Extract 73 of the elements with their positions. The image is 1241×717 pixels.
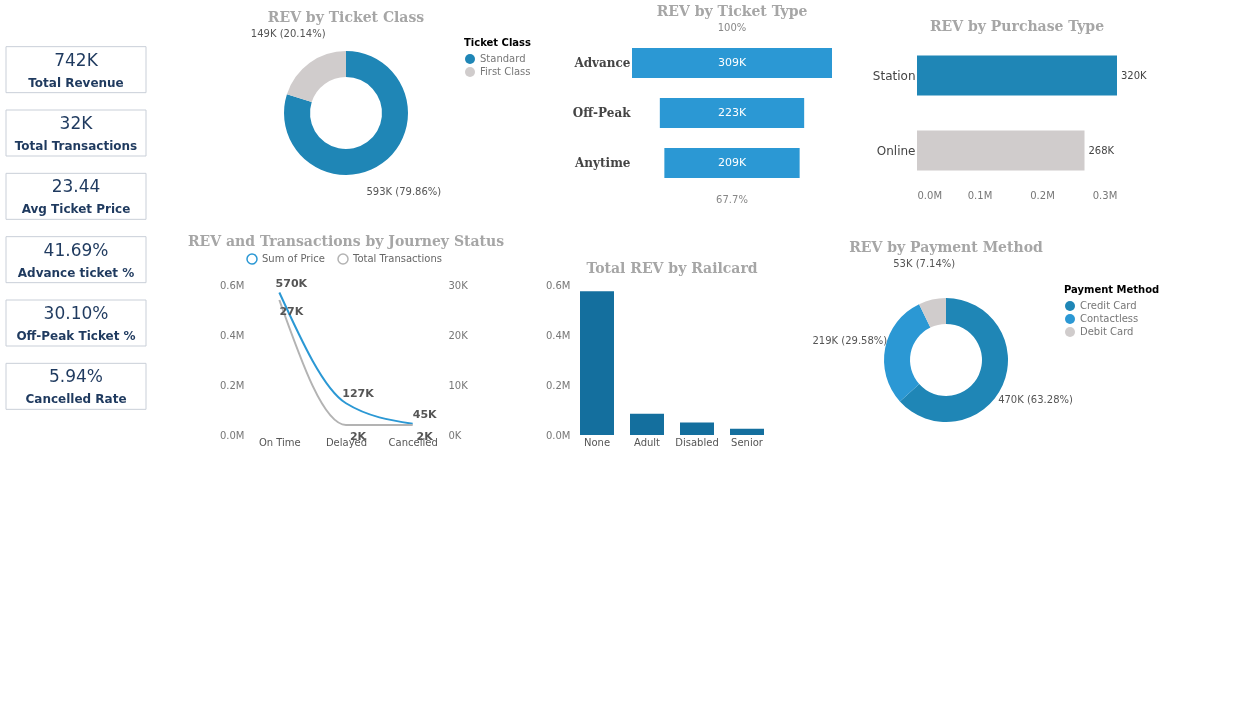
data-label: 45K	[412, 407, 438, 421]
y-tick-label: 0.2M	[219, 379, 245, 391]
text: 23.44	[51, 176, 101, 197]
x-tick-label: On Time	[258, 436, 301, 448]
legend-title: Payment Method	[1064, 284, 1160, 295]
x-tick-label: 0.0M	[917, 189, 943, 201]
y2-tick-label: 20K	[448, 329, 469, 341]
x-tick-label: None	[583, 436, 611, 448]
data-label: 223K	[717, 106, 747, 119]
category-label: Total Revenue	[28, 75, 124, 90]
y-tick-label: 0.4M	[545, 329, 571, 341]
text: 41.69%	[43, 239, 109, 260]
y-tick-label: 0.2M	[545, 379, 571, 391]
legend-title: Ticket Class	[464, 37, 532, 48]
chart-title: REV by Purchase Type	[929, 18, 1105, 34]
y-tick-label: Station	[872, 68, 916, 83]
category-label: Off-Peak Ticket %	[16, 329, 136, 343]
x-tick-label: 0.2M	[1030, 189, 1055, 201]
category-label: Advance ticket %	[17, 265, 135, 280]
text: REV by Ticket Type	[656, 3, 808, 19]
x-tick-label: 0.1M	[967, 189, 993, 201]
y2-tick-label: 30K	[448, 279, 469, 291]
chart-title: REV and Transactions by Journey Status	[187, 233, 505, 249]
category-label: Cancelled Rate	[25, 392, 127, 407]
data-label: 320K	[1121, 69, 1148, 81]
category-label: Total Transactions	[14, 139, 138, 153]
x-tick-label: 0.3M	[1092, 189, 1118, 201]
text: 100%	[717, 22, 747, 33]
data-label: 268K	[1088, 144, 1115, 156]
y-tick-label: 0.6M	[545, 279, 571, 291]
legend-label: Credit Card	[1080, 300, 1137, 311]
y-tick-label: 0.6M	[219, 279, 245, 291]
data-label: 593K (79.86%)	[366, 186, 442, 198]
bar	[680, 422, 714, 435]
bar	[630, 413, 664, 435]
data-label: 470K (63.28%)	[998, 393, 1073, 405]
donut-slice	[286, 51, 346, 103]
x-tick-label: Disabled	[675, 436, 719, 448]
donut-slice	[919, 298, 946, 328]
legend-label: Standard	[480, 53, 526, 64]
text: 67.7%	[716, 194, 748, 205]
data-label: 127K	[342, 387, 375, 401]
chart-title: REV by Ticket Class	[267, 8, 425, 25]
text: 5.94%	[48, 366, 104, 387]
data-label: 309K	[717, 56, 747, 69]
data-label: 570K	[275, 276, 308, 290]
y-tick-label: 0.4M	[219, 329, 245, 341]
text: 32K	[59, 113, 93, 133]
chart-title: Total REV by Railcard	[586, 260, 758, 276]
donut-slice	[284, 51, 408, 175]
legend-label: First Class	[480, 66, 531, 77]
data-label: 53K (7.14%)	[893, 258, 956, 270]
data-label: 149K (20.14%)	[250, 27, 326, 39]
x-tick-label: Adult	[633, 436, 661, 448]
y2-tick-label: 10K	[448, 379, 469, 391]
bar	[580, 291, 614, 435]
chart-title: REV by Payment Method	[849, 239, 1044, 256]
category-label: Off-Peak	[572, 106, 632, 120]
y2-tick-label: 0K	[448, 429, 462, 441]
category-label: Anytime	[574, 156, 631, 170]
legend-label: Contactless	[1080, 313, 1139, 324]
legend-label: Sum of Price	[262, 253, 325, 264]
y-tick-label: Online	[876, 143, 916, 158]
data-label: 219K (29.58%)	[812, 335, 888, 347]
data-label: 209K	[717, 156, 747, 169]
text: 742K	[54, 49, 98, 70]
category-label: Avg Ticket Price	[21, 202, 131, 217]
category-label: Advance	[573, 56, 631, 70]
bar	[730, 428, 764, 435]
text: 30.10%	[43, 303, 109, 323]
legend-label: Total Transactions	[352, 253, 442, 264]
legend-label: Debit Card	[1080, 326, 1134, 337]
x-tick-label: Senior	[731, 436, 764, 448]
